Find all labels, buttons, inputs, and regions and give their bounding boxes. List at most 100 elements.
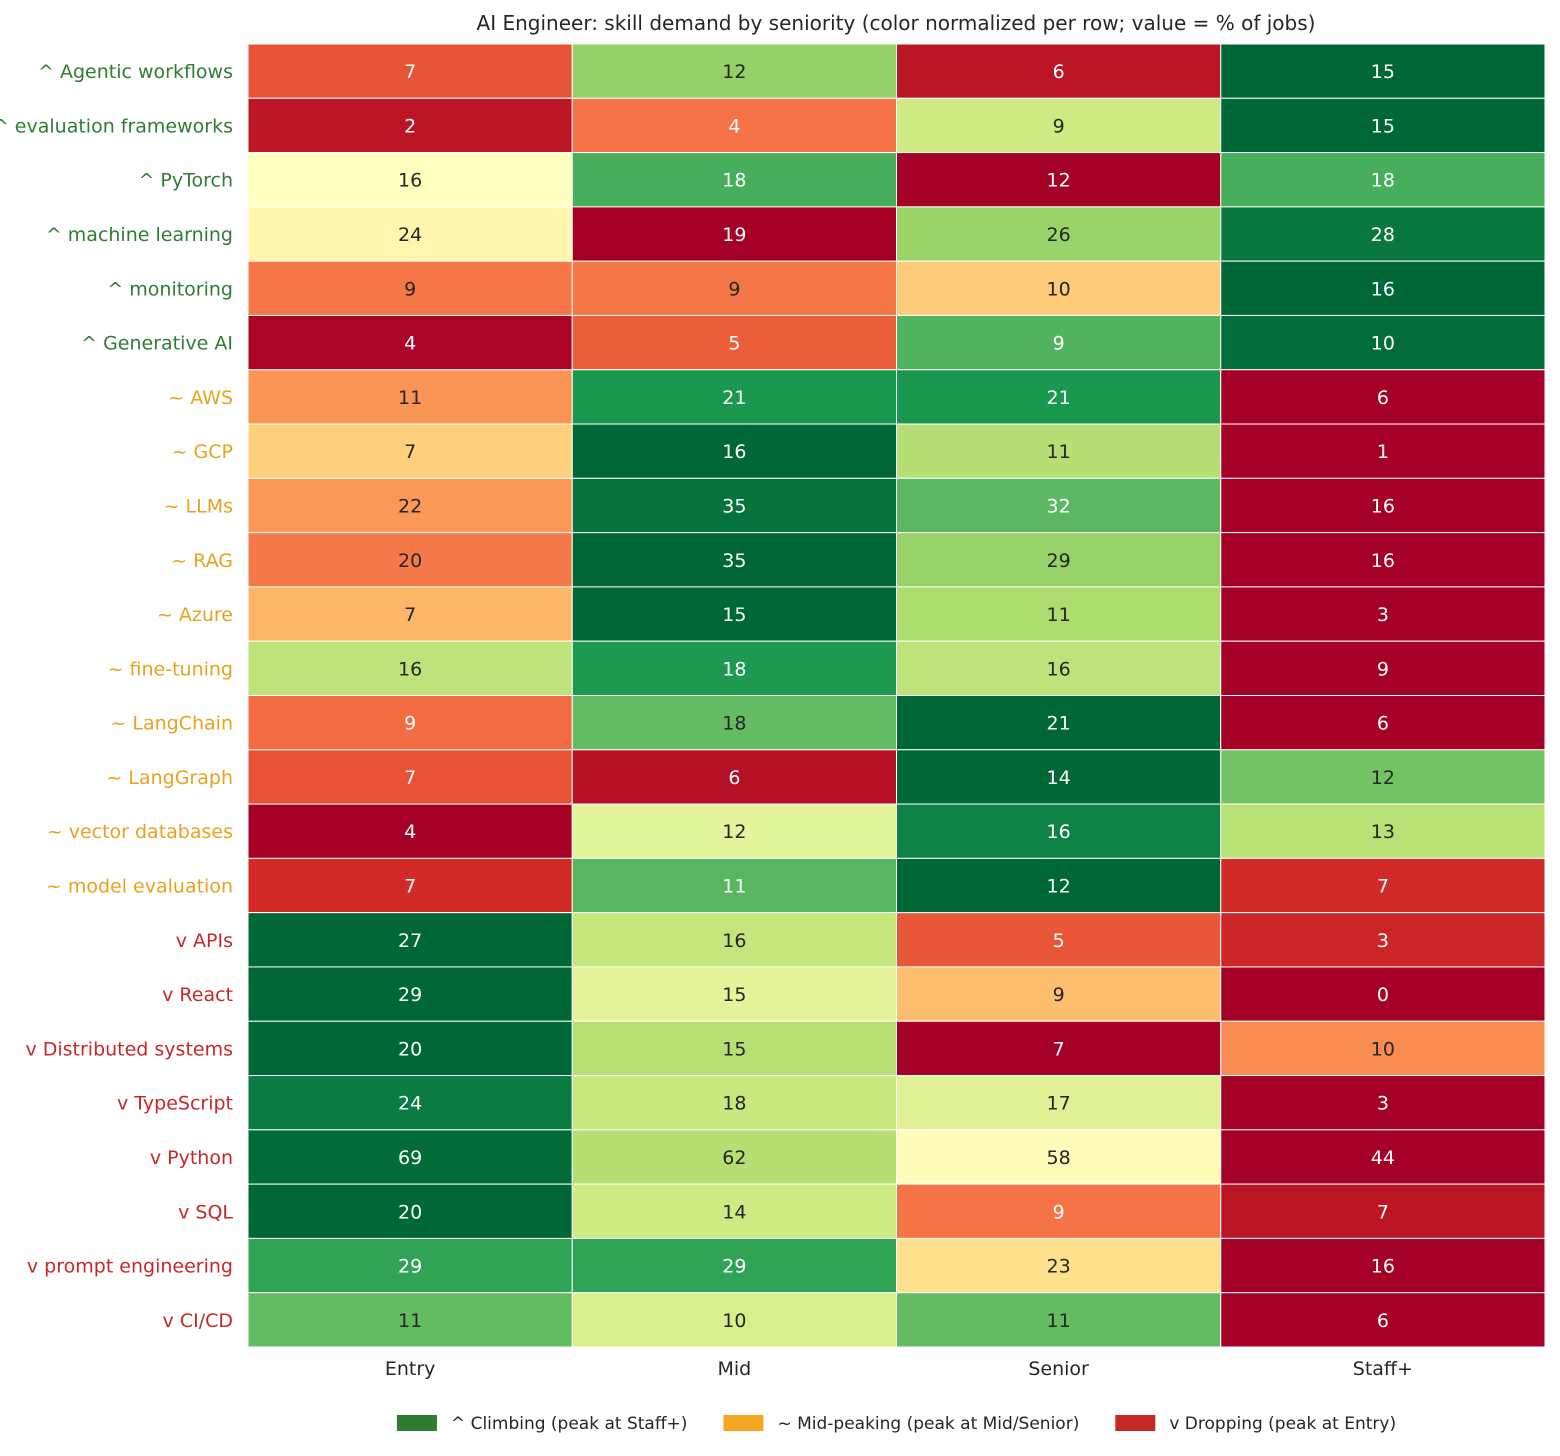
cell-value-label: 7 xyxy=(404,604,416,626)
heatmap-cell xyxy=(247,206,573,262)
cell-value-label: 9 xyxy=(1053,333,1065,355)
row-label: ~ LangGraph xyxy=(106,767,233,789)
row-label: ^ PyTorch xyxy=(138,170,233,192)
cell-value-label: 14 xyxy=(722,1201,746,1223)
cell-value-label: 4 xyxy=(728,115,740,137)
heatmap-cell xyxy=(896,206,1222,262)
cell-value-label: 9 xyxy=(404,713,416,735)
heatmap-cell xyxy=(896,1020,1222,1077)
heatmap-cell xyxy=(1220,912,1546,968)
row-label: ~ AWS xyxy=(168,387,233,409)
cell-value-label: 10 xyxy=(1371,333,1395,355)
cell-value-label: 11 xyxy=(1047,441,1071,463)
cell-value-label: 16 xyxy=(1371,1256,1395,1278)
heatmap-cell xyxy=(571,1183,897,1239)
heatmap-cell xyxy=(247,1183,573,1239)
row-label: v Distributed systems xyxy=(25,1038,233,1060)
cell-value-label: 15 xyxy=(722,1038,746,1060)
cell-value-label: 0 xyxy=(1377,984,1389,1006)
row-label: ^ evaluation frameworks xyxy=(0,115,233,137)
cell-value-label: 7 xyxy=(404,767,416,789)
cell-value-label: 12 xyxy=(1047,170,1071,192)
cell-value-label: 1 xyxy=(1377,441,1389,463)
row-label: v TypeScript xyxy=(117,1093,233,1115)
cell-value-label: 9 xyxy=(1053,115,1065,137)
cell-value-label: 32 xyxy=(1047,495,1071,517)
row-label: v CI/CD xyxy=(163,1310,233,1332)
cell-value-label: 18 xyxy=(722,713,746,735)
heatmap-cell xyxy=(896,695,1222,751)
cell-value-label: 16 xyxy=(722,441,746,463)
cell-value-label: 16 xyxy=(722,930,746,952)
cell-value-label: 10 xyxy=(722,1310,746,1332)
cell-value-label: 21 xyxy=(1047,387,1071,409)
cell-value-label: 22 xyxy=(398,495,422,517)
heatmap-cell xyxy=(571,97,897,154)
cell-value-label: 11 xyxy=(398,1310,422,1332)
heatmap-cell xyxy=(896,640,1222,696)
row-label: v Python xyxy=(150,1147,233,1169)
heatmap-cell xyxy=(1220,152,1546,208)
heatmap-cell xyxy=(571,586,897,642)
heatmap-cell xyxy=(571,966,897,1022)
cell-value-label: 20 xyxy=(398,1038,422,1060)
heatmap-cell xyxy=(1220,1292,1546,1348)
heatmap-cell xyxy=(896,423,1222,479)
heatmap-cell xyxy=(896,260,1222,316)
cell-value-label: 10 xyxy=(1371,1038,1395,1060)
cell-value-label: 62 xyxy=(722,1147,746,1169)
heatmap-cell xyxy=(896,586,1222,642)
cell-value-label: 12 xyxy=(722,821,746,843)
cell-value-label: 11 xyxy=(722,876,746,898)
heatmap-cell xyxy=(571,640,897,696)
cell-value-label: 16 xyxy=(398,170,422,192)
cell-value-label: 6 xyxy=(1377,713,1389,735)
column-label: Mid xyxy=(718,1358,752,1380)
row-label: ^ Agentic workflows xyxy=(38,61,233,83)
cell-value-label: 23 xyxy=(1047,1256,1071,1278)
heatmap-cell xyxy=(1220,369,1546,425)
heatmap-cell xyxy=(247,695,573,751)
row-label: v APIs xyxy=(176,930,233,952)
heatmap-cell xyxy=(896,314,1222,371)
heatmap-cell xyxy=(247,532,573,588)
heatmap-cell xyxy=(247,1075,573,1131)
legend-swatch xyxy=(396,1415,437,1431)
cell-value-label: 26 xyxy=(1047,224,1071,246)
cell-value-label: 9 xyxy=(728,278,740,300)
row-label: ^ monitoring xyxy=(107,278,233,300)
row-label: ^ machine learning xyxy=(46,224,233,246)
cell-value-label: 6 xyxy=(1053,61,1065,83)
cell-value-label: 12 xyxy=(722,61,746,83)
cell-value-label: 12 xyxy=(1047,876,1071,898)
heatmap-cell xyxy=(571,532,897,588)
row-label: v prompt engineering xyxy=(27,1256,233,1278)
heatmap-cell xyxy=(247,97,573,154)
cell-value-label: 18 xyxy=(1371,170,1395,192)
legend-swatch xyxy=(1115,1415,1156,1431)
cell-value-label: 6 xyxy=(1377,387,1389,409)
row-label: v React xyxy=(162,984,233,1006)
cell-value-label: 13 xyxy=(1371,821,1395,843)
cell-value-label: 3 xyxy=(1377,604,1389,626)
heatmap-cell xyxy=(896,369,1222,425)
heatmap-cell xyxy=(1220,1237,1546,1294)
heatmap-cell xyxy=(1220,206,1546,262)
cell-value-label: 15 xyxy=(722,984,746,1006)
cell-value-label: 4 xyxy=(404,821,416,843)
legend-label: ~ Mid-peaking (peak at Mid/Senior) xyxy=(777,1414,1079,1434)
legend-label: ^ Climbing (peak at Staff+) xyxy=(451,1414,688,1434)
cell-value-label: 15 xyxy=(1371,115,1395,137)
cell-value-label: 2 xyxy=(404,115,416,137)
cell-value-label: 16 xyxy=(1047,821,1071,843)
heatmap-cell xyxy=(247,1129,573,1185)
heatmap-cell xyxy=(1220,1183,1546,1239)
cell-value-label: 14 xyxy=(1047,767,1071,789)
cell-value-label: 7 xyxy=(404,876,416,898)
cell-value-label: 28 xyxy=(1371,224,1395,246)
heatmap-cell xyxy=(1220,260,1546,316)
row-label: ~ model evaluation xyxy=(46,876,233,898)
heatmap-cell xyxy=(1220,314,1546,371)
cell-value-label: 44 xyxy=(1371,1147,1395,1169)
